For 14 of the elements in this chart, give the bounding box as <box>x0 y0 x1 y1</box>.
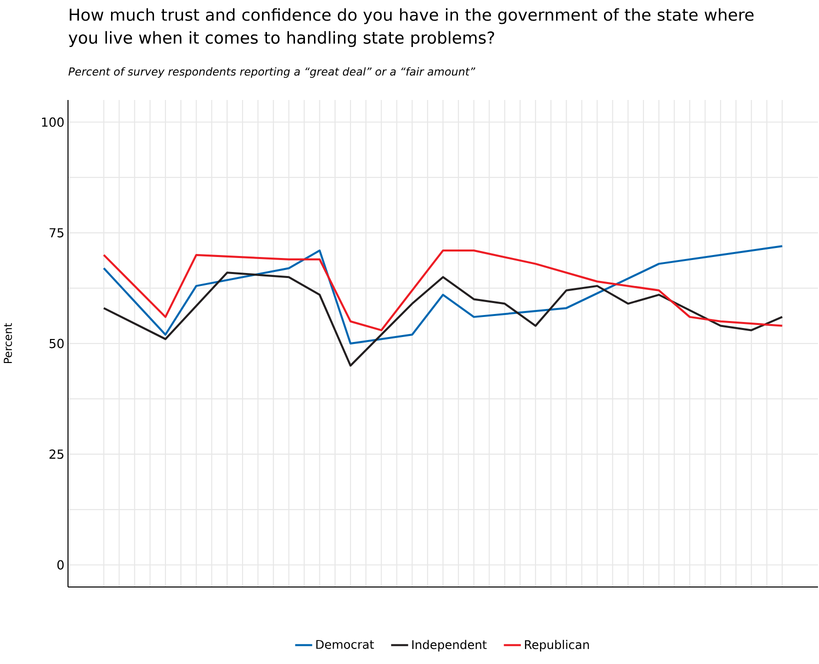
y-axis-title: Percent <box>4 323 12 364</box>
line-series <box>102 272 784 367</box>
legend-label: Independent <box>412 640 487 652</box>
y-tick-label: 0 <box>57 560 64 570</box>
y-tick-label: 100 <box>42 117 64 127</box>
y-tick-label: 75 <box>50 228 64 238</box>
legend-label: Republican <box>525 640 589 652</box>
chart-title: How much trust and confidence do you have in the government of the state where you live when it comes to handling state problems? <box>68 8 754 48</box>
chart-subtitle: Percent of survey respondents reporting a “great deal” or a “fair amount” <box>68 67 476 78</box>
y-tick-label: 50 <box>50 338 64 348</box>
y-tick-label: 25 <box>50 449 64 459</box>
line-series <box>102 250 784 332</box>
legend-label: Democrat <box>316 640 374 649</box>
line-series <box>102 245 784 344</box>
